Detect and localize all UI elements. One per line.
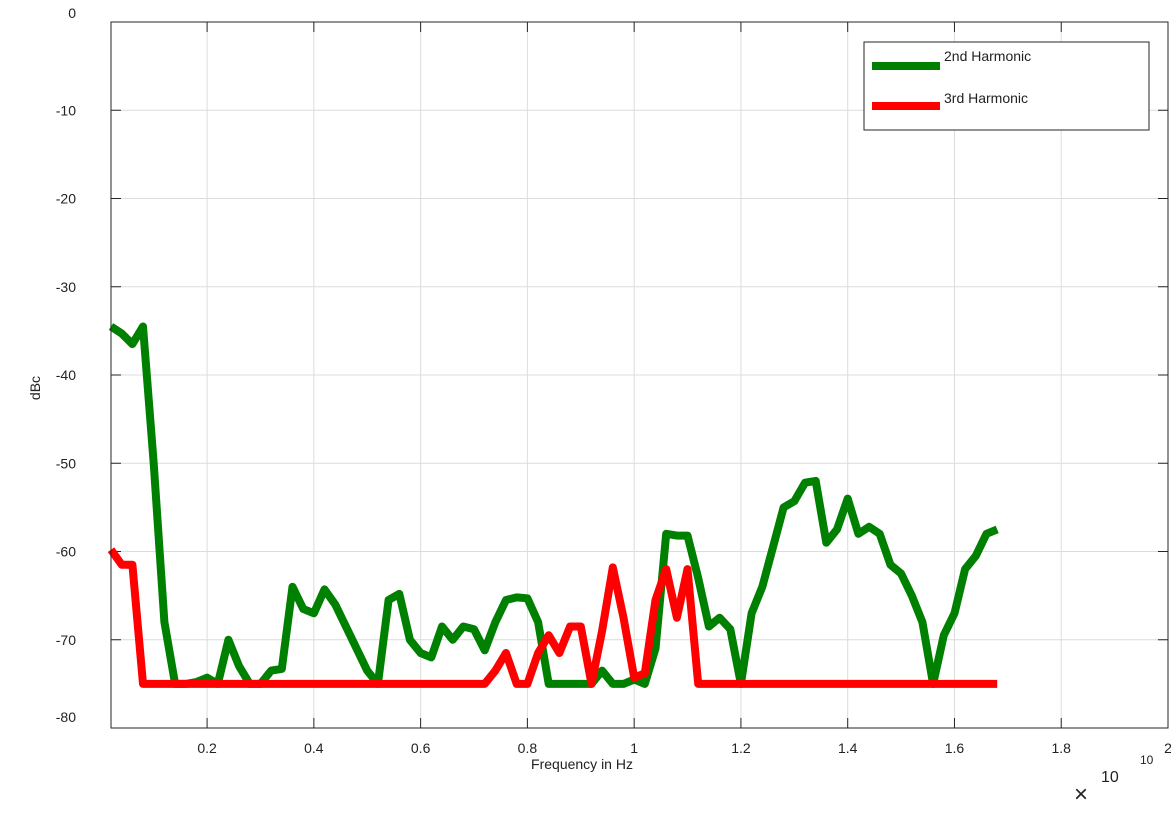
x-tick-label: 0.8 — [518, 740, 538, 756]
times-symbol: × — [1074, 781, 1088, 808]
y-tick-labels: 0 -10 -20 -30 -40 -50 -60 -70 -80 — [56, 5, 76, 725]
y-tick-label: -10 — [56, 102, 76, 118]
exponent-power: 10 — [1140, 753, 1154, 767]
y-tick-label: -30 — [56, 279, 76, 295]
legend-label-2nd-harmonic: 2nd Harmonic — [944, 48, 1031, 64]
x-tick-label: 0.2 — [197, 740, 217, 756]
y-tick-label: -20 — [56, 191, 76, 207]
x-tick-label: 0.4 — [304, 740, 324, 756]
x-tick-label: 1.2 — [731, 740, 751, 756]
y-tick-label: -60 — [56, 544, 76, 560]
tick-marks — [111, 21, 1169, 729]
plot-area-frame — [110, 21, 1169, 729]
x-tick-labels: 0.2 0.4 0.6 0.8 1 1.2 1.4 1.6 1.8 2 — [197, 740, 1171, 756]
y-tick-label: -80 — [56, 709, 76, 725]
legend-label-3rd-harmonic: 3rd Harmonic — [944, 90, 1028, 106]
x-tick-label: 1.8 — [1051, 740, 1071, 756]
y-tick-label: -50 — [56, 455, 76, 471]
plot-lines — [107, 322, 999, 688]
y-tick-label: -40 — [56, 367, 76, 383]
legend-box — [863, 41, 1150, 131]
y-tick-label: -70 — [56, 632, 76, 648]
x-axis-exponent: × 10 10 — [1074, 753, 1154, 808]
y-axis-label: dBc — [27, 376, 43, 400]
x-tick-label: 0.6 — [411, 740, 431, 756]
x-tick-label: 1 — [630, 740, 638, 756]
x-axis-label: Frequency in Hz — [531, 756, 633, 772]
x-tick-label: 1.6 — [945, 740, 965, 756]
y-tick-label: 0 — [68, 5, 76, 21]
x-tick-label: 1.4 — [838, 740, 858, 756]
x-tick-label: 2 — [1164, 740, 1171, 756]
series-line-3rd-harmonic — [107, 547, 998, 688]
legend: 2nd Harmonic 3rd Harmonic — [863, 41, 1150, 131]
exponent-base: 10 — [1101, 769, 1119, 786]
